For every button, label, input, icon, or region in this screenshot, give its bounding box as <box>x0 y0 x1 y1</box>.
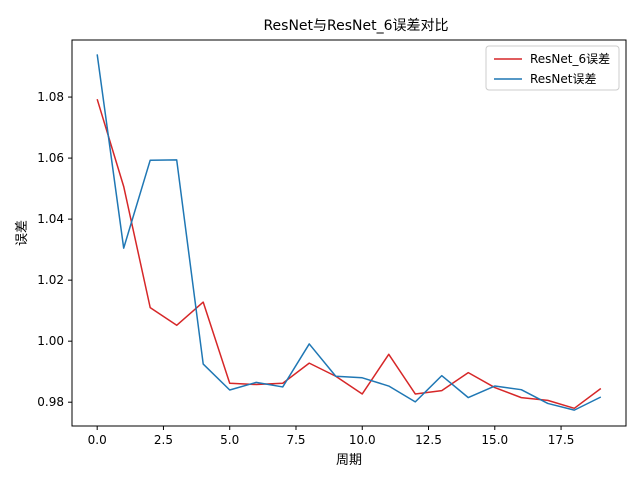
plot-frame <box>71 39 627 427</box>
x-axis-ticks: 0.0 2.5 5.0 7.5 10.0 12.5 15.0 17.5 <box>88 426 575 447</box>
y-tick-label: 1.06 <box>37 151 64 165</box>
x-axis-label: 周期 <box>336 453 362 468</box>
series-group <box>96 54 602 411</box>
y-tick-label: 0.98 <box>37 395 64 409</box>
legend-label-0: ResNet_6误差 <box>530 52 610 66</box>
y-axis-label: 误差 <box>15 220 30 246</box>
series-line-1 <box>96 54 602 411</box>
y-tick-label: 1.08 <box>37 90 64 104</box>
chart-title: ResNet与ResNet_6误差对比 <box>263 18 448 34</box>
x-tick-label: 7.5 <box>286 433 305 447</box>
y-tick-label: 1.04 <box>37 212 64 226</box>
x-tick-label: 2.5 <box>154 433 173 447</box>
legend: ResNet_6误差 ResNet误差 <box>485 45 620 91</box>
y-tick-label: 1.02 <box>37 273 64 287</box>
x-tick-label: 10.0 <box>349 433 376 447</box>
y-axis-ticks: 0.98 1.00 1.02 1.04 1.06 1.08 <box>37 90 72 409</box>
x-tick-label: 5.0 <box>220 433 239 447</box>
x-tick-label: 17.5 <box>548 433 575 447</box>
x-tick-label: 15.0 <box>481 433 508 447</box>
series-line-0 <box>96 98 602 410</box>
legend-label-1: ResNet误差 <box>530 72 597 86</box>
x-tick-label: 12.5 <box>415 433 442 447</box>
x-tick-label: 0.0 <box>88 433 107 447</box>
y-tick-label: 1.00 <box>37 334 64 348</box>
